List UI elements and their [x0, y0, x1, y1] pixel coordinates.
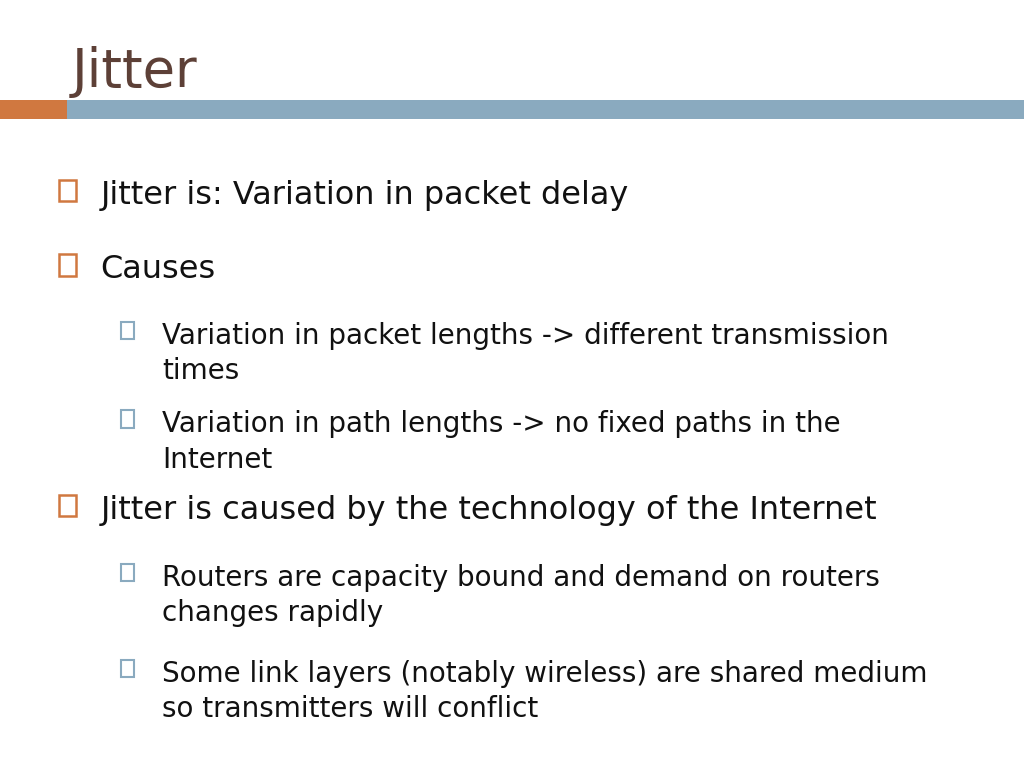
Text: Jitter is: Variation in packet delay: Jitter is: Variation in packet delay — [100, 180, 629, 210]
Bar — [59, 180, 76, 201]
Text: Some link layers (notably wireless) are shared medium
so transmitters will confl: Some link layers (notably wireless) are … — [162, 660, 928, 723]
Bar — [59, 495, 76, 516]
Bar — [121, 660, 134, 677]
Bar — [121, 322, 134, 339]
Text: Jitter is caused by the technology of the Internet: Jitter is caused by the technology of th… — [100, 495, 877, 525]
Bar — [59, 254, 76, 276]
Text: Variation in packet lengths -> different transmission
times: Variation in packet lengths -> different… — [162, 322, 889, 386]
Bar — [121, 564, 134, 581]
Bar — [67, 100, 1024, 119]
Bar — [121, 410, 134, 428]
Bar — [0, 100, 67, 119]
Text: Variation in path lengths -> no fixed paths in the
Internet: Variation in path lengths -> no fixed pa… — [162, 410, 841, 474]
Text: Causes: Causes — [100, 254, 216, 285]
Text: Jitter: Jitter — [72, 46, 198, 98]
Text: Routers are capacity bound and demand on routers
changes rapidly: Routers are capacity bound and demand on… — [162, 564, 880, 627]
